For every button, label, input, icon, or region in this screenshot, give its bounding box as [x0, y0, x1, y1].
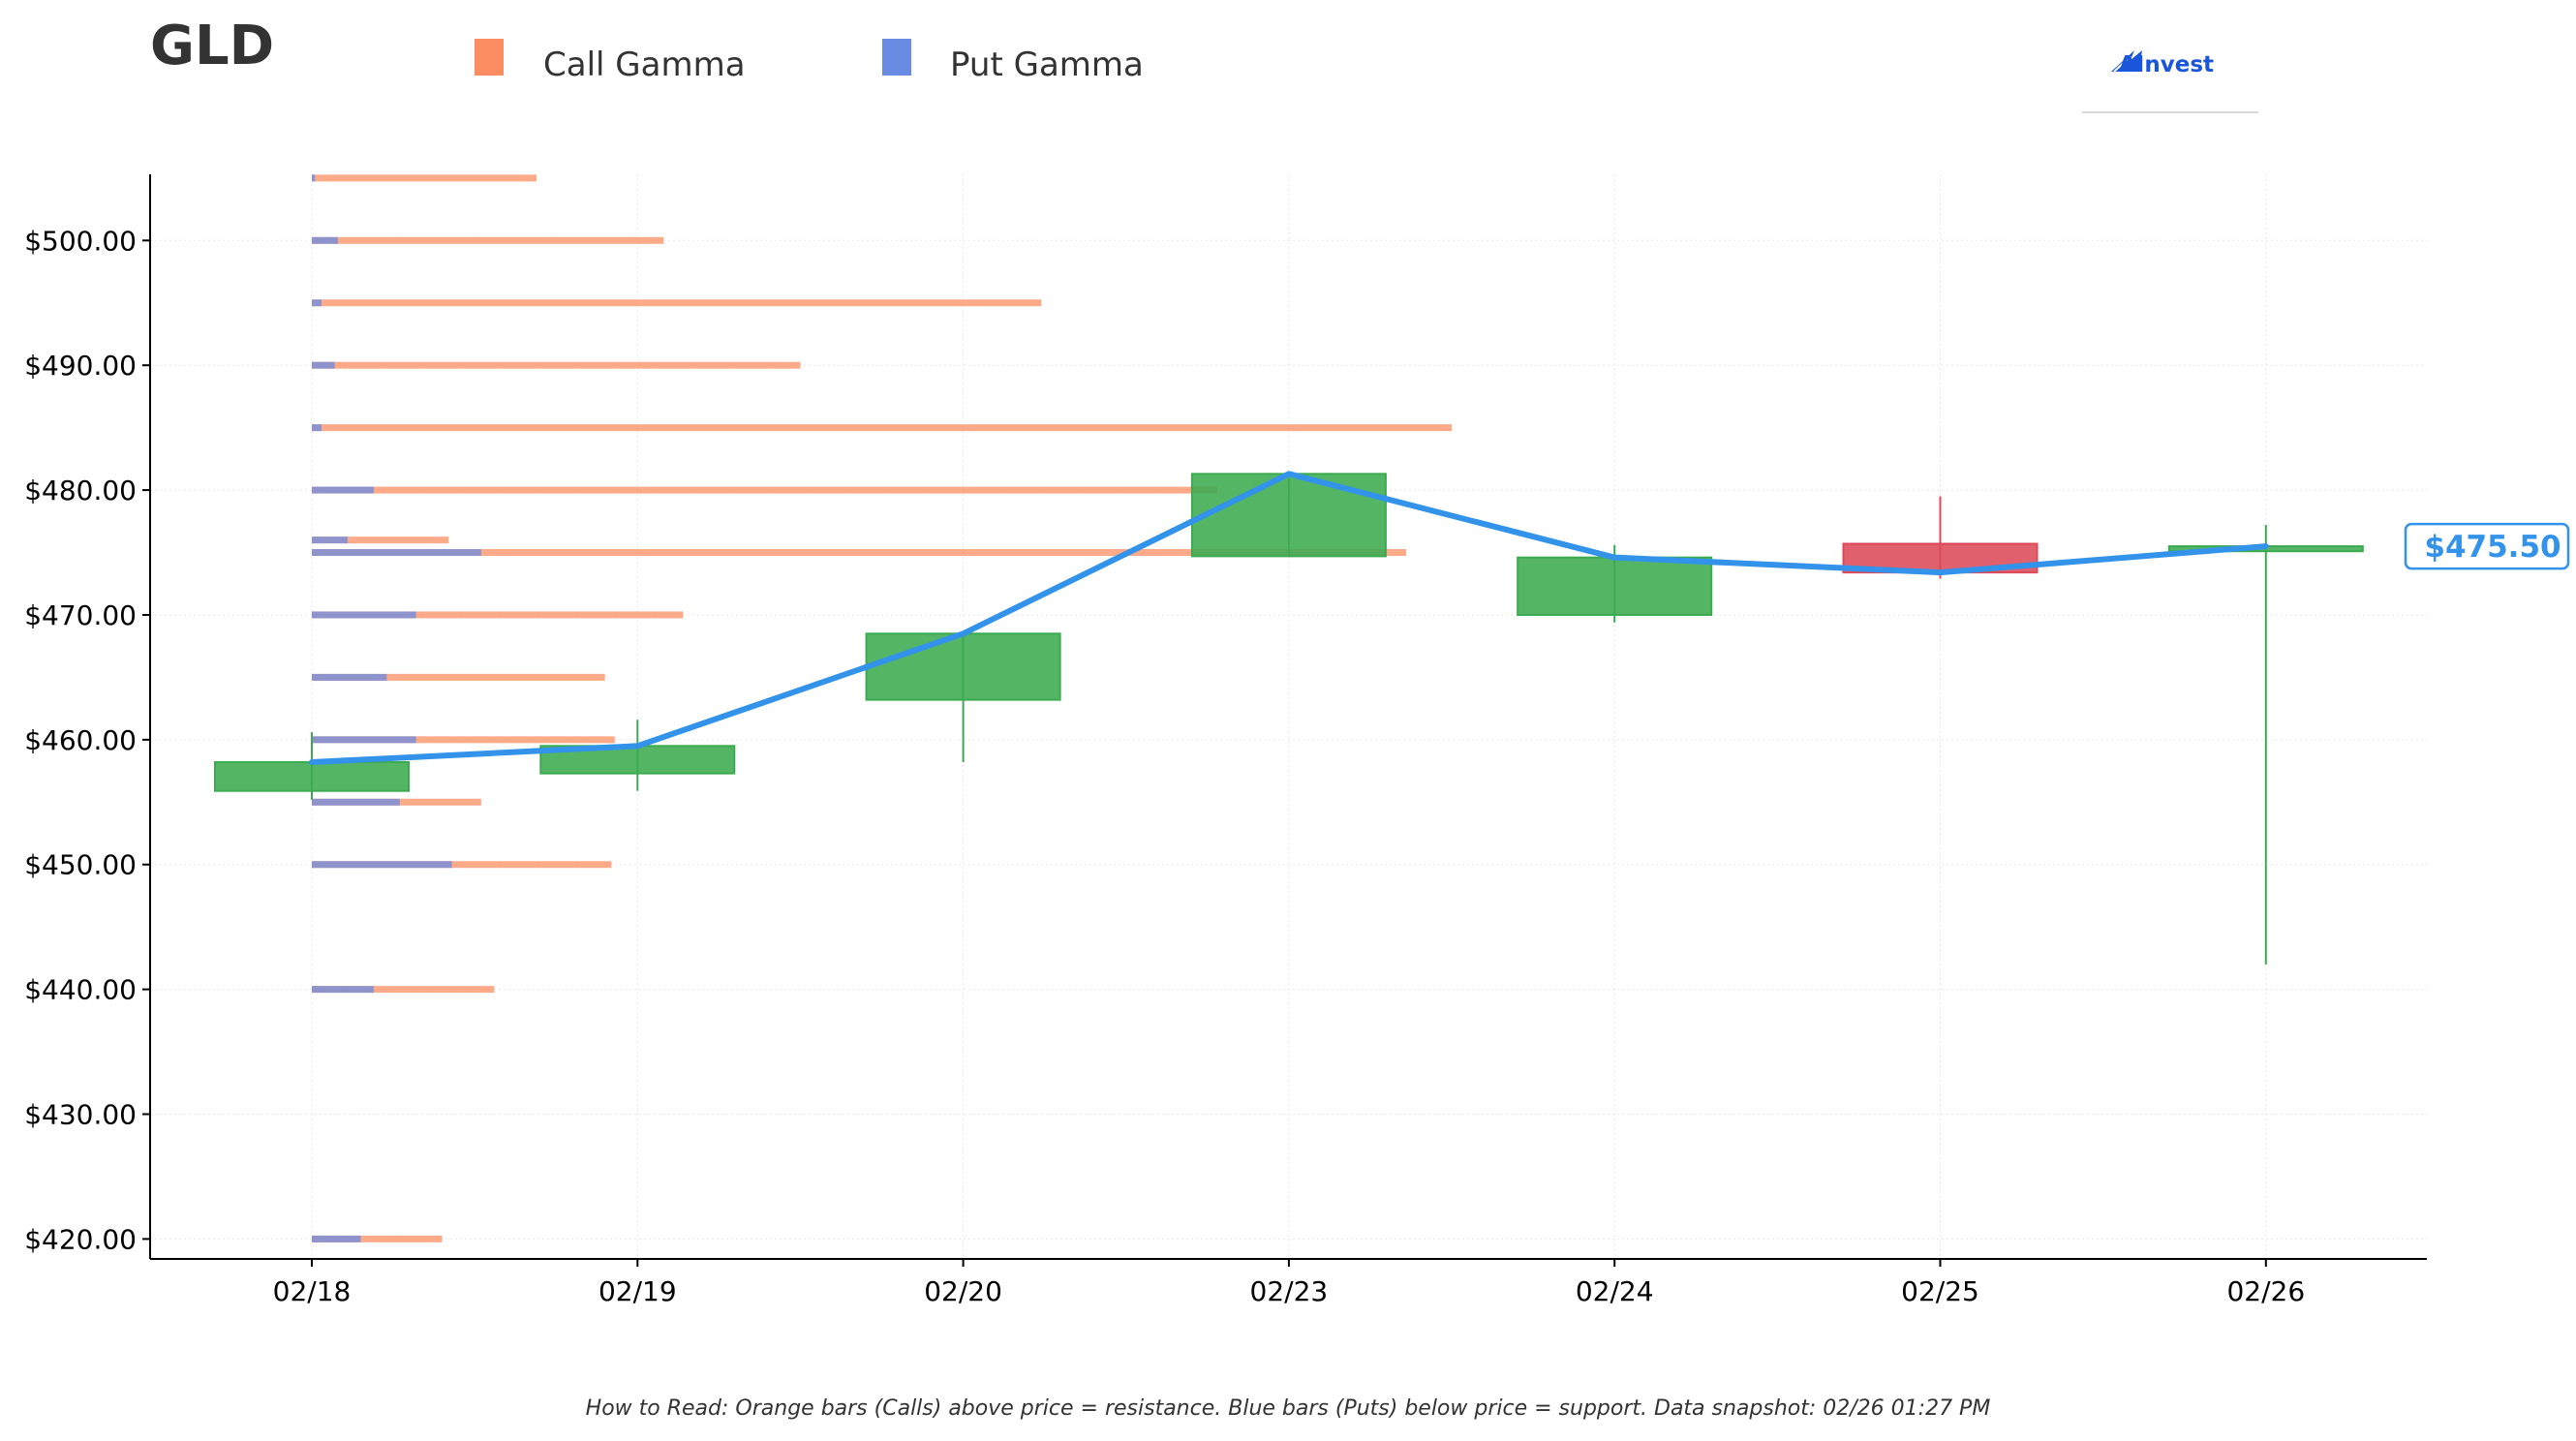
call-gamma-bar [312, 424, 1453, 432]
legend-swatch-put-gamma [882, 39, 911, 76]
current-price-box [2404, 522, 2570, 570]
gamma-bars [312, 174, 1453, 1242]
candle-body [214, 761, 410, 792]
put-gamma-bar [312, 299, 322, 307]
grid [150, 174, 2427, 1259]
candle-body [865, 632, 1061, 701]
call-gamma-bar [312, 1235, 443, 1242]
logo-text: AInvest [2119, 52, 2214, 77]
put-gamma-bar [312, 537, 348, 544]
call-gamma-bar [312, 611, 684, 619]
y-tick-label: $490.00 [24, 350, 137, 382]
call-gamma-bar [312, 236, 664, 244]
x-tick-label: 02/25 [1901, 1275, 1979, 1307]
y-tick-label: $470.00 [24, 599, 137, 631]
candle-body [1190, 473, 1387, 558]
ainvest-logo: AInvest [2082, 50, 2258, 113]
put-gamma-bar [312, 736, 416, 744]
put-gamma-bar [312, 611, 416, 619]
call-gamma-bar [312, 861, 612, 869]
y-tick-label: $450.00 [24, 849, 137, 881]
current-price-label: $475.50 [2424, 530, 2561, 565]
call-gamma-bar [312, 299, 1042, 307]
put-gamma-bar [312, 549, 481, 557]
price-line [309, 471, 2269, 766]
x-tick-label: 02/26 [2226, 1275, 2305, 1307]
price-line-series [309, 471, 2269, 766]
y-tick-label: $440.00 [24, 974, 137, 1006]
put-gamma-bar [312, 236, 338, 244]
legend: Call Gamma Put Gamma [475, 39, 1144, 84]
y-tick-label: $430.00 [24, 1098, 137, 1130]
put-gamma-bar [312, 861, 452, 869]
put-gamma-bar [312, 424, 322, 432]
call-gamma-bar [312, 537, 449, 544]
candle-body [1842, 542, 2039, 574]
footer-note: How to Read: Orange bars (Calls) above p… [586, 1396, 1991, 1421]
x-tick-label: 02/23 [1250, 1275, 1329, 1307]
call-gamma-bar [312, 673, 605, 681]
candles [214, 473, 2364, 965]
y-tick-label: $460.00 [24, 724, 137, 756]
y-tick-label: $500.00 [24, 225, 137, 257]
call-gamma-bar [312, 736, 615, 744]
x-tick-label: 02/20 [924, 1275, 1002, 1307]
put-gamma-bar [312, 986, 374, 994]
chart-title: GLD [150, 15, 274, 77]
axes: $420.00 $430.00 $440.00 $450.00 $460.00 $470.… [24, 174, 2427, 1307]
legend-label-put-gamma: Put Gamma [950, 46, 1144, 84]
call-gamma-bar [312, 549, 1406, 557]
y-tick-label: $420.00 [24, 1223, 137, 1255]
put-gamma-bar [312, 798, 400, 806]
x-tick-label: 02/18 [273, 1275, 352, 1307]
x-tick-label: 02/19 [598, 1275, 677, 1307]
current-price-tag: $475.50 [2404, 522, 2570, 570]
put-gamma-bar [312, 174, 316, 182]
put-gamma-bar [312, 673, 387, 681]
candle-body [1517, 556, 1713, 616]
legend-swatch-call-gamma [475, 39, 504, 76]
call-gamma-bar [312, 486, 1217, 494]
call-gamma-bar [312, 986, 495, 994]
put-gamma-bar [312, 486, 374, 494]
logo-chart-icon [2111, 50, 2142, 73]
y-tick-label: $480.00 [24, 475, 137, 506]
call-gamma-bar [312, 361, 801, 369]
put-gamma-bar [312, 1235, 361, 1242]
legend-label-call-gamma: Call Gamma [543, 46, 746, 84]
call-gamma-bar [312, 174, 537, 182]
put-gamma-bar [312, 361, 335, 369]
x-tick-label: 02/24 [1576, 1275, 1654, 1307]
